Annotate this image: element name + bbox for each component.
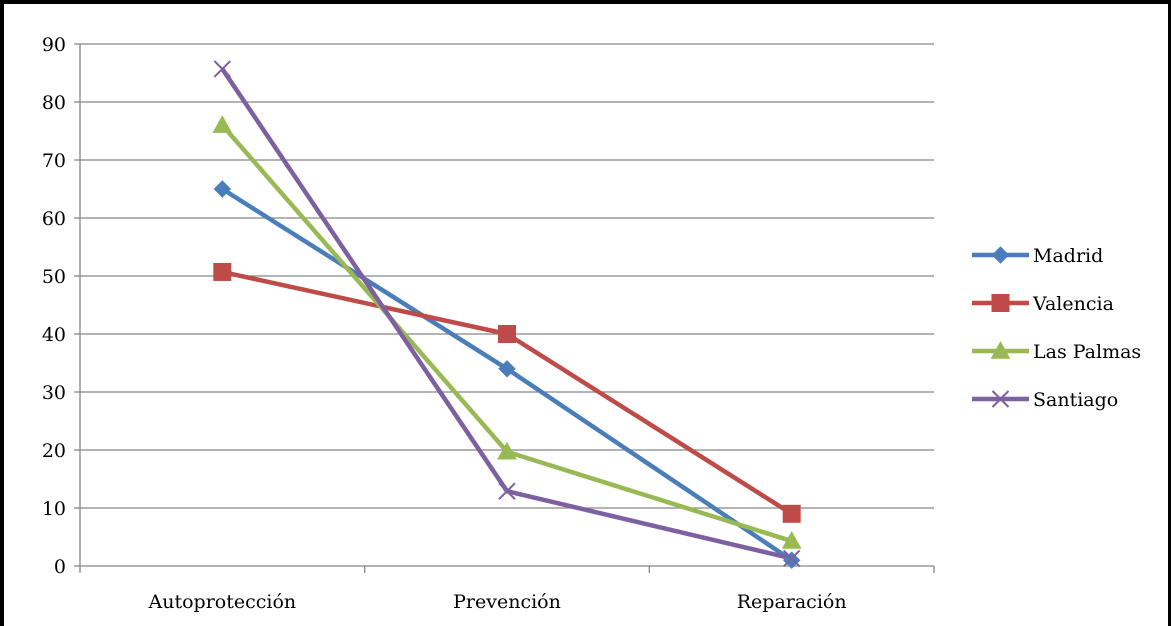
series-line-santiago [220,67,793,561]
y-tick-label: 50 [42,266,66,288]
data-point-las-palmas [781,531,802,549]
data-point-las-palmas [497,441,517,460]
data-point-valencia [498,325,516,343]
legend-label: Valencia [1032,293,1114,315]
legend-label: Las Palmas [1033,341,1141,363]
data-point-santiago [498,482,516,500]
x-tick-label: Prevención [453,591,561,613]
y-tick-label: 80 [42,92,66,114]
data-point-valencia [213,262,232,281]
legend-marker [991,246,1010,264]
x-tick-label: Reparación [737,591,847,613]
y-tick-label: 0 [54,556,66,578]
y-tick-label: 30 [42,382,66,404]
legend-marker [990,340,1011,359]
y-tick-label: 20 [42,440,66,462]
legend-marker [991,390,1010,408]
legend-marker [991,294,1010,312]
y-tick-label: 10 [42,498,66,520]
series-line-valencia [221,269,793,516]
legend-label: Santiago [1033,389,1118,411]
data-point-las-palmas [212,115,233,133]
y-tick-label: 40 [42,324,66,346]
legend-label: Madrid [1033,245,1103,267]
y-tick-label: 60 [42,208,66,230]
data-point-madrid [782,551,801,569]
x-tick-label: Autoprotección [148,591,297,613]
data-point-madrid [213,180,232,198]
data-point-santiago [782,549,801,568]
y-tick-label: 70 [42,150,66,172]
data-point-valencia [782,504,801,523]
data-point-madrid [498,360,516,378]
y-tick-label: 90 [42,34,66,56]
data-point-santiago [213,60,232,78]
